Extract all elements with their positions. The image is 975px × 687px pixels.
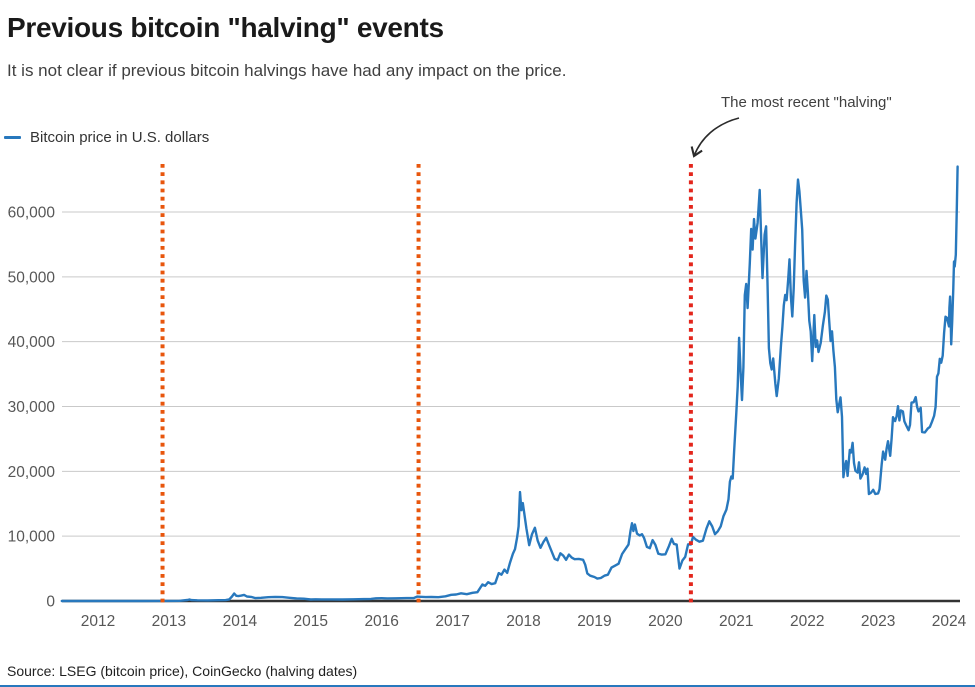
price-line: [60, 165, 959, 603]
legend: Bitcoin price in U.S. dollars: [4, 129, 209, 146]
chart-subtitle: It is not clear if previous bitcoin halv…: [7, 61, 567, 80]
x-tick-label: 2014: [223, 613, 258, 630]
x-tick-label: 2012: [81, 613, 115, 630]
source-note: Source: LSEG (bitcoin price), CoinGecko …: [7, 663, 358, 679]
bottom-border-rule: [0, 685, 975, 687]
y-tick-label: 20,000: [8, 464, 56, 481]
x-tick-label: 2021: [719, 613, 753, 630]
x-tick-label: 2020: [648, 613, 683, 630]
y-tick-label: 40,000: [8, 334, 56, 351]
y-tick-label: 50,000: [8, 269, 56, 286]
x-tick-label: 2024: [932, 613, 967, 630]
x-tick-label: 2022: [790, 613, 824, 630]
y-tick-label: 10,000: [8, 529, 56, 546]
y-tick-label: 30,000: [8, 399, 56, 416]
y-tick-label: 0: [46, 594, 55, 611]
x-tick-label: 2017: [435, 613, 469, 630]
legend-line-swatch: [4, 136, 21, 139]
y-tick-label: 60,000: [8, 205, 56, 222]
x-tick-label: 2016: [364, 613, 398, 630]
page-title: Previous bitcoin "halving" events: [7, 12, 444, 43]
x-tick-label: 2015: [294, 613, 328, 630]
x-tick-label: 2013: [152, 613, 186, 630]
halving-annotation-label: The most recent "halving": [721, 94, 892, 111]
legend-label: Bitcoin price in U.S. dollars: [30, 129, 210, 146]
x-tick-label: 2019: [577, 613, 611, 630]
x-tick-label: 2023: [861, 613, 895, 630]
annotation-arrow-icon: [694, 117, 740, 156]
x-tick-label: 2018: [506, 613, 540, 630]
